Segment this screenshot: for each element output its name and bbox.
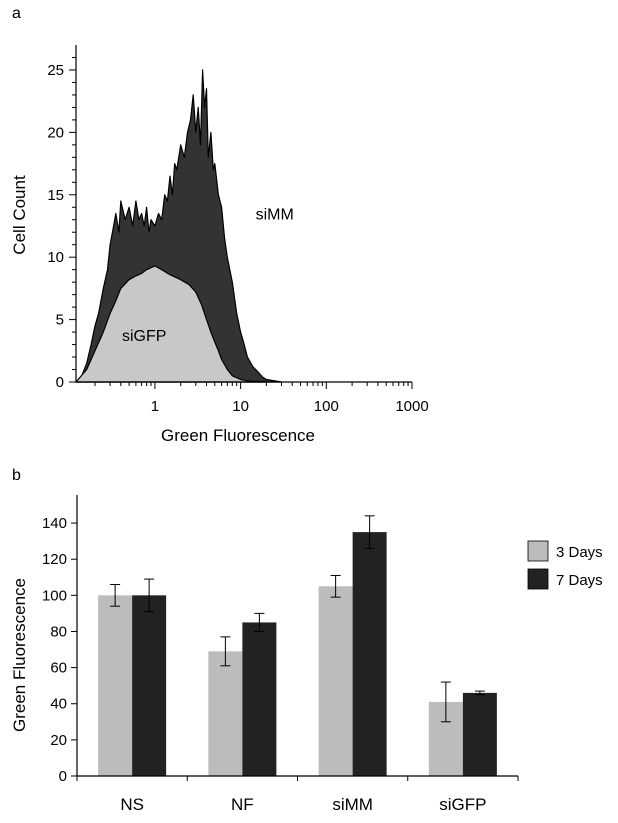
bar-3-days-simm [318, 586, 353, 776]
bar-chart-y-tick-label: 80 [50, 623, 67, 640]
histogram-panel: a 0 5 10 15 20 25 1 10 100 1000 siMM siGFP Cell Cou… [10, 5, 429, 445]
histogram-x-tick-label: 1000 [395, 398, 428, 415]
panel-b-label: b [12, 467, 21, 484]
bar-chart-y-tick-label: 100 [42, 587, 67, 604]
legend-swatch-3-days [527, 540, 549, 562]
histogram-annotation: siGFP [122, 328, 166, 345]
bar-chart-panel: b NS NF siMM siGFP 0 20 40 60 80 100 120 140 Green … [10, 467, 603, 814]
bar-chart-y-tick-label: 20 [50, 732, 67, 749]
bar-7-days-simm [352, 532, 387, 776]
legend-label: 3 Days [556, 544, 603, 561]
histogram-x-tick-label: 1 [151, 398, 159, 415]
histogram-y-tick-label: 0 [56, 374, 64, 391]
histogram-annotation: siMM [256, 207, 294, 224]
histogram-y-tick-label: 5 [56, 312, 64, 329]
bar-chart-y-tick-label: 0 [59, 768, 67, 785]
bar-chart-y-tick-label: 60 [50, 660, 67, 677]
bar-chart-legend: 3 Days 7 Days [527, 540, 603, 590]
bar-7-days-nf [242, 622, 277, 776]
bar-7-days-ns [132, 595, 167, 776]
bar-3-days-ns [98, 595, 133, 776]
bar-chart-y-tick-label: 40 [50, 696, 67, 713]
histogram-y-tick-label: 15 [47, 187, 64, 204]
bar-chart-category-label: NF [231, 795, 254, 814]
histogram-x-axis-title: Green Fluorescence [161, 426, 315, 445]
histogram-x-tick-label: 10 [232, 398, 249, 415]
bar-chart-y-axis-title: Green Fluorescence [10, 578, 29, 732]
bar-chart-category-label: siGFP [439, 795, 486, 814]
histogram-y-axis-title: Cell Count [10, 175, 29, 255]
legend-swatch-7-days [527, 568, 549, 590]
bar-chart-category-label: siMM [332, 795, 373, 814]
bar-3-days-nf [208, 651, 243, 776]
histogram-y-tick-label: 10 [47, 249, 64, 266]
bar-chart-category-label: NS [120, 795, 144, 814]
bar-chart-y-tick-label: 140 [42, 515, 67, 532]
bar-chart-y-tick-label: 120 [42, 551, 67, 568]
bar-chart-plot-area: NS NF siMM siGFP 0 20 40 60 80 100 120 140 [42, 495, 519, 814]
panel-a-label: a [12, 5, 21, 22]
histogram-y-tick-label: 20 [47, 124, 64, 141]
histogram-y-tick-label: 25 [47, 62, 64, 79]
legend-label: 7 Days [556, 572, 603, 589]
sigfp-histogram-area [75, 265, 267, 383]
histogram-x-tick-label: 100 [314, 398, 339, 415]
bar-7-days-sigfp [462, 692, 497, 776]
histogram-plot-area: 0 5 10 15 20 25 1 10 100 1000 siMM siGFP [47, 45, 429, 415]
